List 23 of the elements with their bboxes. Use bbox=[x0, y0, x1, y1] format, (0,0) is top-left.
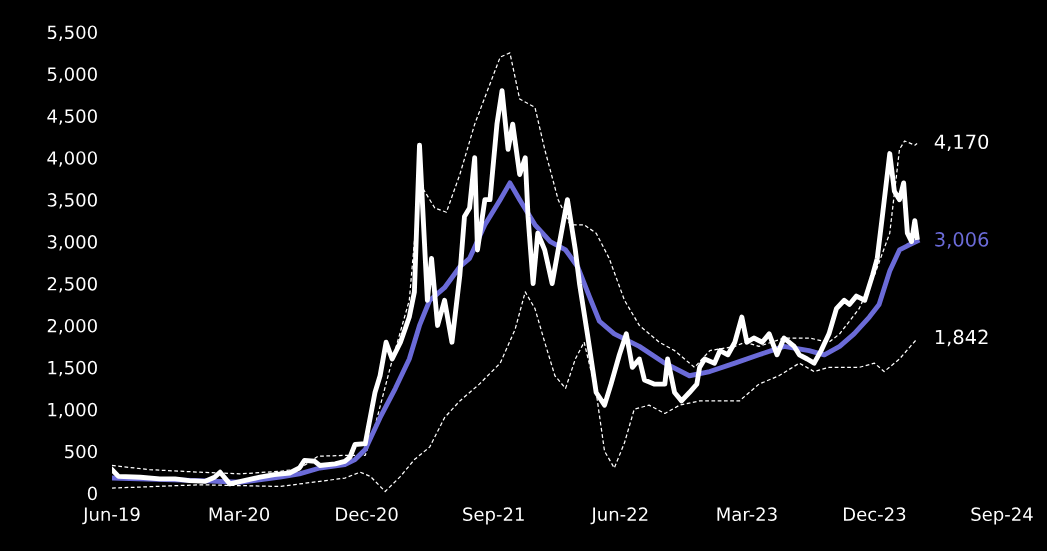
y-tick-label: 0 bbox=[87, 486, 97, 501]
y-tick-label: 1,500 bbox=[48, 360, 97, 377]
annotation: 1,842 bbox=[935, 329, 988, 347]
y-tick-label: 2,000 bbox=[47, 318, 97, 335]
x-tick-label: Sep-21 bbox=[463, 507, 524, 525]
x-tick-label: Sep-24 bbox=[971, 507, 1033, 525]
y-tick-label: 1,000 bbox=[48, 402, 97, 419]
y-tick-label: 5,000 bbox=[47, 67, 97, 83]
x-tick-label: Mar-20 bbox=[209, 507, 270, 522]
x-tick-label: Jun-19 bbox=[82, 507, 140, 525]
x-tick-label: Jun-22 bbox=[590, 507, 648, 525]
y-tick-label: 500 bbox=[65, 444, 97, 459]
x-tick-label: Mar-23 bbox=[717, 507, 777, 522]
y-tick-label: 3,000 bbox=[47, 235, 97, 251]
y-tick-label: 2,500 bbox=[47, 276, 97, 293]
y-tick-label: 4,000 bbox=[47, 151, 97, 167]
x-tick-label: Dec-20 bbox=[336, 507, 398, 522]
y-tick-label: 5,500 bbox=[47, 25, 97, 41]
annotation: 4,170 bbox=[934, 134, 989, 152]
x-tick-label: Dec-23 bbox=[844, 507, 906, 522]
annotation: 3,006 bbox=[935, 232, 989, 249]
y-tick-label: 3,500 bbox=[47, 193, 97, 209]
y-tick-label: 4,500 bbox=[47, 109, 97, 125]
